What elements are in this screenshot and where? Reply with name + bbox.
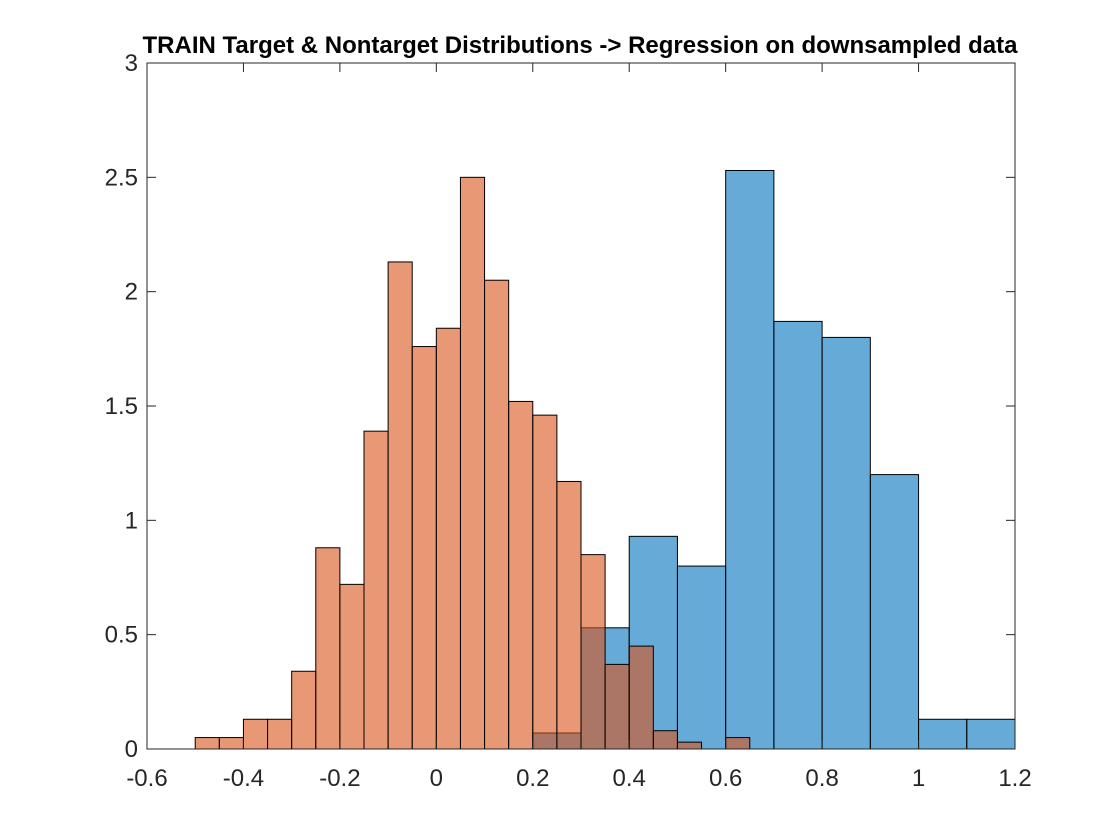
x-tick-label: -0.2 [319, 765, 360, 792]
histogram-bar-series-2 [556, 480, 582, 750]
histogram-bar-series-2 [532, 414, 558, 750]
y-tick-label: 1.5 [105, 393, 138, 420]
x-tick-label: 0.6 [709, 765, 742, 792]
chart-title: TRAIN Target & Nontarget Distributions -… [143, 32, 1019, 59]
histogram-bar-series-2 [218, 737, 244, 750]
x-tick-label: 0.8 [805, 765, 838, 792]
x-tick-label: 0.4 [613, 765, 646, 792]
histogram-bar-series-2 [194, 737, 220, 750]
x-axis-ticks: -0.6 -0.4 -0.2 0 0.2 0.4 0.6 0.8 1 1.2 [126, 63, 1032, 792]
y-tick-label: 2 [125, 279, 138, 306]
histogram-bar-series-2 [411, 346, 437, 750]
y-tick-label: 0 [125, 736, 138, 763]
histogram-bar-series-2 [725, 737, 751, 750]
histogram-bar-series-2 [628, 645, 654, 750]
histogram-bar-series-2 [676, 741, 703, 750]
histogram-bar-series-2 [339, 583, 365, 750]
x-tick-label: 0 [430, 765, 443, 792]
histogram-bar-series-2 [459, 176, 486, 750]
x-tick-label: -0.4 [223, 765, 264, 792]
histogram-bar-series-1 [725, 169, 775, 750]
histogram-bar-series-1 [821, 336, 871, 750]
histogram-bar-series-2 [435, 327, 461, 750]
y-tick-label: 0.5 [105, 622, 138, 649]
y-tick-label: 3 [125, 50, 138, 77]
bars-layer [194, 169, 1016, 750]
histogram-bar-series-1 [918, 718, 968, 750]
y-tick-label: 1 [125, 507, 138, 534]
histogram-bar-series-2 [652, 730, 678, 750]
histogram-bar-series-2 [484, 279, 510, 750]
x-tick-label: -0.6 [126, 765, 167, 792]
histogram-bar-series-1 [869, 474, 920, 750]
histogram-bar-series-2 [291, 670, 317, 750]
x-tick-label: 1 [912, 765, 925, 792]
histogram-bar-series-2 [508, 400, 534, 750]
x-tick-label: 0.2 [516, 765, 549, 792]
histogram-bar-series-1 [676, 565, 727, 750]
histogram-bar-series-2 [242, 718, 269, 750]
histogram-bar-series-2 [267, 718, 293, 750]
histogram-bar-series-1 [966, 718, 1016, 750]
histogram-bar-series-1 [773, 320, 823, 750]
axes: -0.6 -0.4 -0.2 0 0.2 0.4 0.6 0.8 1 1.2 0 0.5 1 1.5 2 2… [105, 50, 1032, 792]
x-tick-label: 1.2 [998, 765, 1031, 792]
y-axis-ticks: 0 0.5 1 1.5 2 2.5 3 [105, 50, 1015, 763]
histogram-bar-series-2 [315, 547, 341, 750]
histogram-bar-series-2 [387, 261, 413, 750]
histogram-bar-series-2 [604, 663, 630, 750]
histogram-bar-series-2 [580, 554, 606, 750]
histogram-bar-series-2 [363, 430, 389, 750]
y-tick-label: 2.5 [105, 164, 138, 191]
